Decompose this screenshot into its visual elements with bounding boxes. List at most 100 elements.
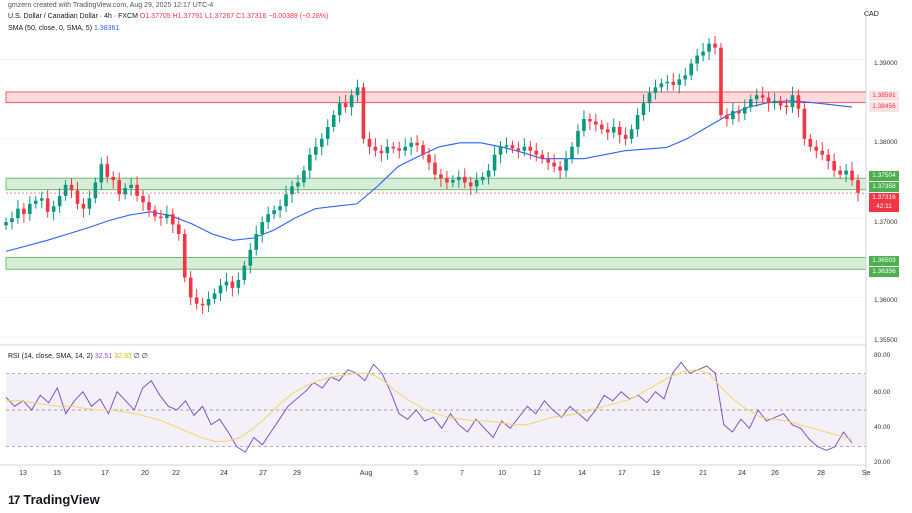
candle-body (248, 249, 253, 266)
candle-body (522, 146, 527, 151)
candle-body (617, 126, 622, 135)
candle-body (474, 180, 479, 187)
candle-body (397, 148, 402, 151)
chart-header: gmzern created with TradingView.com, Aug… (8, 2, 214, 9)
candle-body (182, 233, 187, 278)
candle-body (415, 142, 419, 146)
candle-body (337, 103, 342, 116)
candle-body (135, 184, 139, 196)
brand-name: TradingView (23, 492, 100, 507)
candle-body (820, 150, 825, 155)
time-tick: 21 (699, 470, 707, 477)
rsi-legend: RSI (14, close, SMA, 14, 2) 32.51 32.93 … (8, 352, 148, 360)
candle-body (725, 115, 729, 120)
candle-body (165, 214, 169, 219)
candle-body (63, 184, 68, 196)
bar-countdown-label: 42:11 (869, 202, 899, 212)
candle-body (558, 166, 562, 171)
candle-body (856, 180, 860, 193)
candle-body (796, 95, 801, 109)
candle-body (284, 194, 288, 207)
rsi-ma-value: 32.93 (114, 353, 132, 360)
symbol-name[interactable]: U.S. Dollar / Canadian Dollar · 4h · FXC… (8, 13, 138, 20)
candle-body (105, 164, 110, 177)
ohlc-high: H1.37791 (172, 13, 203, 20)
rsi-label[interactable]: RSI (14, close, SMA, 14, 2) (8, 353, 93, 360)
sma-value: 1.38361 (93, 25, 120, 32)
candles (4, 36, 866, 314)
candle-body (665, 81, 670, 84)
rsi-tick: 20.00 (874, 459, 891, 466)
candle-body (230, 281, 235, 288)
candle-body (28, 203, 32, 215)
candle-body (427, 154, 431, 163)
candle-body (844, 170, 848, 175)
candle-body (689, 63, 693, 76)
candle-body (254, 233, 259, 250)
candle-body (51, 206, 56, 212)
sma-label[interactable]: SMA (50, close, 0, SMA, 5) (8, 25, 93, 32)
time-tick: 20 (141, 470, 149, 477)
candle-body (373, 146, 378, 151)
candle-body (218, 285, 223, 294)
candle-body (552, 162, 556, 167)
candle-body (629, 129, 634, 139)
candle-body (611, 126, 616, 133)
candle-body (528, 146, 533, 151)
rsi-path (5, 361, 853, 453)
candle-body (546, 158, 550, 163)
candle-body (576, 130, 580, 147)
candle-body (111, 176, 116, 181)
candle-body (457, 176, 461, 181)
candle-body (439, 174, 443, 179)
sma-line (5, 100, 853, 252)
rsi-tick: 60.00 (874, 389, 891, 396)
candle-body (778, 100, 783, 106)
candle-body (39, 198, 44, 201)
candle-body (314, 146, 318, 155)
candle-body (516, 148, 521, 151)
candle-body (510, 145, 515, 149)
candle-body (194, 297, 199, 304)
candle-body (331, 115, 336, 127)
candle-body (641, 103, 646, 116)
time-tick: 5 (414, 470, 418, 477)
time-tick: 24 (738, 470, 746, 477)
candle-body (742, 107, 747, 114)
candle-body (16, 208, 20, 219)
candle-body (260, 222, 264, 234)
candle-body (719, 47, 723, 116)
rsi-tick: 80.00 (874, 352, 891, 359)
candle-body (391, 146, 396, 149)
candle-body (540, 154, 545, 159)
candle-body (677, 79, 682, 85)
candle-body (713, 43, 717, 48)
candle-body (361, 87, 366, 139)
candle-body (242, 265, 247, 280)
candle-body (325, 126, 330, 139)
candle-body (635, 115, 640, 130)
candle-body (403, 146, 407, 151)
candle-body (480, 176, 485, 181)
candle-body (99, 164, 104, 183)
time-tick: 12 (533, 470, 541, 477)
time-tick: 27 (259, 470, 267, 477)
candle-body (379, 150, 384, 154)
candle-body (272, 210, 276, 215)
candle-body (838, 170, 842, 175)
time-tick: Aug (359, 470, 373, 477)
candle-body (772, 100, 777, 104)
time-tick: 14 (578, 470, 586, 477)
candle-body (302, 170, 306, 183)
candle-body (4, 222, 8, 226)
candle-body (10, 218, 14, 223)
candle-body (594, 121, 598, 125)
price-tick: 1.37000 (874, 219, 898, 226)
candle-body (188, 277, 193, 298)
candle-body (433, 162, 437, 175)
candle-body (147, 202, 151, 211)
currency-label: CAD (864, 11, 879, 18)
rsi-pane (5, 361, 866, 453)
sr-zones (5, 91, 867, 270)
